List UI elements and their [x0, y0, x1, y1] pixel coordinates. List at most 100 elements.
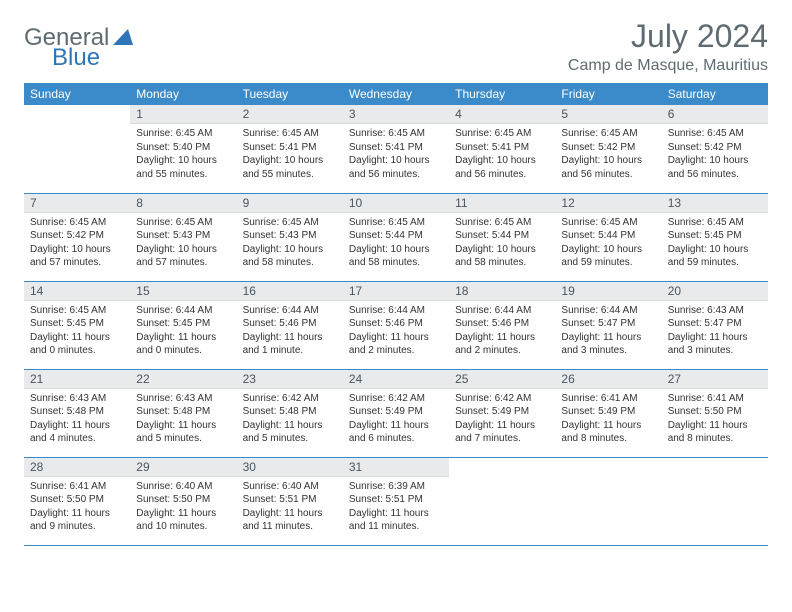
sunrise-line: Sunrise: 6:44 AM	[561, 304, 655, 318]
calendar-cell: 27Sunrise: 6:41 AMSunset: 5:50 PMDayligh…	[662, 369, 768, 457]
day-number: 14	[24, 282, 130, 301]
sunset-line: Sunset: 5:44 PM	[349, 229, 443, 243]
calendar-cell	[662, 457, 768, 545]
day-details: Sunrise: 6:40 AMSunset: 5:51 PMDaylight:…	[237, 477, 343, 538]
daylight-line: Daylight: 11 hours	[349, 419, 443, 433]
daylight-line: Daylight: 11 hours	[136, 419, 230, 433]
day-number: 24	[343, 370, 449, 389]
sunrise-line: Sunrise: 6:45 AM	[455, 216, 549, 230]
day-details: Sunrise: 6:45 AMSunset: 5:41 PMDaylight:…	[343, 124, 449, 185]
calendar-week-row: 14Sunrise: 6:45 AMSunset: 5:45 PMDayligh…	[24, 281, 768, 369]
calendar-cell: 9Sunrise: 6:45 AMSunset: 5:43 PMDaylight…	[237, 193, 343, 281]
calendar-cell: 12Sunrise: 6:45 AMSunset: 5:44 PMDayligh…	[555, 193, 661, 281]
daylight-line: Daylight: 11 hours	[243, 507, 337, 521]
day-details: Sunrise: 6:45 AMSunset: 5:42 PMDaylight:…	[24, 213, 130, 274]
sunset-line: Sunset: 5:42 PM	[668, 141, 762, 155]
day-details: Sunrise: 6:41 AMSunset: 5:50 PMDaylight:…	[24, 477, 130, 538]
day-number: 7	[24, 194, 130, 213]
day-number: 29	[130, 458, 236, 477]
calendar-cell: 31Sunrise: 6:39 AMSunset: 5:51 PMDayligh…	[343, 457, 449, 545]
day-details: Sunrise: 6:45 AMSunset: 5:43 PMDaylight:…	[237, 213, 343, 274]
calendar-cell: 19Sunrise: 6:44 AMSunset: 5:47 PMDayligh…	[555, 281, 661, 369]
sunset-line: Sunset: 5:50 PM	[668, 405, 762, 419]
day-number: 17	[343, 282, 449, 301]
sunrise-line: Sunrise: 6:43 AM	[30, 392, 124, 406]
day-details: Sunrise: 6:40 AMSunset: 5:50 PMDaylight:…	[130, 477, 236, 538]
day-details: Sunrise: 6:41 AMSunset: 5:49 PMDaylight:…	[555, 389, 661, 450]
sunrise-line: Sunrise: 6:41 AM	[30, 480, 124, 494]
day-number: 15	[130, 282, 236, 301]
calendar-cell: 30Sunrise: 6:40 AMSunset: 5:51 PMDayligh…	[237, 457, 343, 545]
day-details: Sunrise: 6:45 AMSunset: 5:43 PMDaylight:…	[130, 213, 236, 274]
daylight-line: Daylight: 10 hours	[243, 154, 337, 168]
calendar-cell: 4Sunrise: 6:45 AMSunset: 5:41 PMDaylight…	[449, 105, 555, 193]
daylight-line: and 2 minutes.	[349, 344, 443, 358]
calendar-cell: 29Sunrise: 6:40 AMSunset: 5:50 PMDayligh…	[130, 457, 236, 545]
calendar-cell: 5Sunrise: 6:45 AMSunset: 5:42 PMDaylight…	[555, 105, 661, 193]
daylight-line: and 57 minutes.	[136, 256, 230, 270]
calendar-cell: 11Sunrise: 6:45 AMSunset: 5:44 PMDayligh…	[449, 193, 555, 281]
daylight-line: and 58 minutes.	[243, 256, 337, 270]
daylight-line: Daylight: 10 hours	[243, 243, 337, 257]
daylight-line: and 56 minutes.	[668, 168, 762, 182]
daylight-line: Daylight: 10 hours	[30, 243, 124, 257]
sunset-line: Sunset: 5:51 PM	[243, 493, 337, 507]
daylight-line: and 5 minutes.	[243, 432, 337, 446]
calendar-week-row: 21Sunrise: 6:43 AMSunset: 5:48 PMDayligh…	[24, 369, 768, 457]
day-number: 6	[662, 105, 768, 124]
daylight-line: and 8 minutes.	[561, 432, 655, 446]
sunrise-line: Sunrise: 6:40 AM	[243, 480, 337, 494]
daylight-line: Daylight: 11 hours	[30, 331, 124, 345]
sunset-line: Sunset: 5:43 PM	[136, 229, 230, 243]
daylight-line: Daylight: 10 hours	[349, 154, 443, 168]
day-number: 30	[237, 458, 343, 477]
daylight-line: Daylight: 11 hours	[30, 419, 124, 433]
daylight-line: Daylight: 11 hours	[136, 507, 230, 521]
sunrise-line: Sunrise: 6:45 AM	[243, 216, 337, 230]
sunrise-line: Sunrise: 6:40 AM	[136, 480, 230, 494]
daylight-line: and 59 minutes.	[561, 256, 655, 270]
calendar-cell: 16Sunrise: 6:44 AMSunset: 5:46 PMDayligh…	[237, 281, 343, 369]
day-details: Sunrise: 6:45 AMSunset: 5:45 PMDaylight:…	[662, 213, 768, 274]
calendar-week-row: 28Sunrise: 6:41 AMSunset: 5:50 PMDayligh…	[24, 457, 768, 545]
daylight-line: and 1 minute.	[243, 344, 337, 358]
daylight-line: Daylight: 10 hours	[561, 243, 655, 257]
calendar-cell: 14Sunrise: 6:45 AMSunset: 5:45 PMDayligh…	[24, 281, 130, 369]
sunset-line: Sunset: 5:45 PM	[30, 317, 124, 331]
day-details: Sunrise: 6:45 AMSunset: 5:41 PMDaylight:…	[237, 124, 343, 185]
calendar-cell: 25Sunrise: 6:42 AMSunset: 5:49 PMDayligh…	[449, 369, 555, 457]
day-details: Sunrise: 6:42 AMSunset: 5:48 PMDaylight:…	[237, 389, 343, 450]
sunset-line: Sunset: 5:45 PM	[136, 317, 230, 331]
sunset-line: Sunset: 5:47 PM	[561, 317, 655, 331]
calendar-cell: 24Sunrise: 6:42 AMSunset: 5:49 PMDayligh…	[343, 369, 449, 457]
daylight-line: and 59 minutes.	[668, 256, 762, 270]
daylight-line: Daylight: 11 hours	[136, 331, 230, 345]
calendar-cell: 6Sunrise: 6:45 AMSunset: 5:42 PMDaylight…	[662, 105, 768, 193]
calendar-cell: 22Sunrise: 6:43 AMSunset: 5:48 PMDayligh…	[130, 369, 236, 457]
sunrise-line: Sunrise: 6:45 AM	[349, 127, 443, 141]
calendar-cell	[555, 457, 661, 545]
sunrise-line: Sunrise: 6:45 AM	[136, 216, 230, 230]
daylight-line: Daylight: 11 hours	[455, 331, 549, 345]
sunset-line: Sunset: 5:44 PM	[455, 229, 549, 243]
sunrise-line: Sunrise: 6:44 AM	[349, 304, 443, 318]
daylight-line: and 58 minutes.	[455, 256, 549, 270]
daylight-line: and 3 minutes.	[561, 344, 655, 358]
daylight-line: Daylight: 10 hours	[455, 243, 549, 257]
daylight-line: Daylight: 10 hours	[136, 154, 230, 168]
calendar-cell	[24, 105, 130, 193]
day-number: 19	[555, 282, 661, 301]
daylight-line: and 56 minutes.	[561, 168, 655, 182]
logo-text-blue-wrap: Blue	[24, 44, 100, 72]
sunrise-line: Sunrise: 6:45 AM	[455, 127, 549, 141]
sunset-line: Sunset: 5:50 PM	[136, 493, 230, 507]
calendar-cell: 20Sunrise: 6:43 AMSunset: 5:47 PMDayligh…	[662, 281, 768, 369]
sunrise-line: Sunrise: 6:45 AM	[30, 216, 124, 230]
calendar-cell: 28Sunrise: 6:41 AMSunset: 5:50 PMDayligh…	[24, 457, 130, 545]
day-number: 18	[449, 282, 555, 301]
daylight-line: Daylight: 11 hours	[243, 331, 337, 345]
sunset-line: Sunset: 5:46 PM	[455, 317, 549, 331]
daylight-line: Daylight: 11 hours	[30, 507, 124, 521]
day-number: 3	[343, 105, 449, 124]
calendar-table: Sunday Monday Tuesday Wednesday Thursday…	[24, 83, 768, 546]
